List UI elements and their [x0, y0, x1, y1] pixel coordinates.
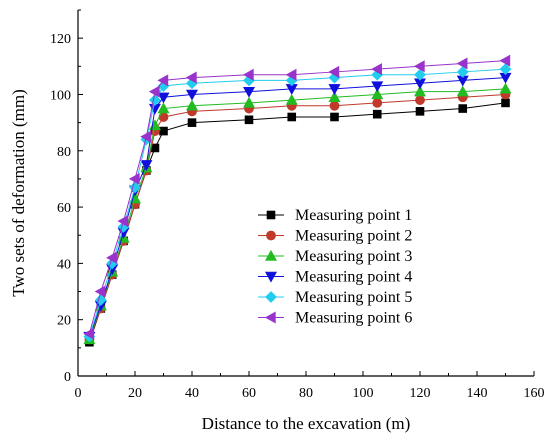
series-6: [83, 54, 511, 340]
y-axis-title: Two sets of deformation (mm): [9, 89, 28, 297]
x-tick-label: 140: [467, 386, 488, 401]
data-point: [185, 71, 197, 84]
data-point: [185, 99, 199, 111]
data-point: [117, 215, 129, 228]
series-line: [88, 93, 506, 340]
legend-item: Measuring point 2: [258, 228, 412, 245]
y-tick-label: 100: [50, 88, 71, 103]
data-point: [415, 107, 425, 116]
data-point: [285, 68, 297, 81]
data-point: [157, 102, 170, 114]
data-point: [158, 112, 169, 122]
y-tick-label: 60: [57, 201, 71, 216]
data-point: [140, 160, 153, 171]
data-point: [328, 65, 340, 78]
data-point: [499, 63, 512, 76]
data-point: [371, 88, 384, 100]
data-point: [159, 126, 168, 136]
legend-label: Measuring point 6: [295, 310, 412, 327]
x-tick-label: 80: [299, 386, 313, 401]
y-tick-label: 80: [57, 145, 71, 160]
data-point: [328, 91, 341, 102]
legend-marker: [266, 230, 276, 241]
data-point: [372, 98, 383, 108]
data-point: [106, 251, 117, 264]
legend-item: Measuring point 6: [258, 310, 412, 327]
legend-label: Measuring point 1: [295, 207, 412, 224]
x-tick-label: 100: [353, 386, 374, 401]
y-tick-label: 120: [50, 32, 71, 47]
legend-marker: [266, 210, 276, 220]
legend-label: Measuring point 5: [295, 289, 412, 306]
data-point: [242, 96, 256, 108]
y-tick-label: 0: [64, 370, 71, 385]
data-point: [149, 94, 161, 107]
data-point: [414, 68, 426, 81]
data-point: [185, 89, 199, 101]
series-line: [88, 60, 506, 334]
data-point: [371, 63, 382, 76]
data-point: [371, 81, 384, 93]
data-point: [499, 82, 512, 94]
data-point: [456, 66, 469, 78]
data-point: [413, 60, 425, 73]
data-point: [94, 285, 106, 298]
data-point: [415, 95, 425, 105]
data-point: [157, 74, 169, 87]
data-point: [456, 57, 468, 70]
data-point: [242, 68, 254, 81]
x-tick-label: 120: [410, 386, 431, 401]
legend-label: Measuring point 2: [295, 228, 412, 245]
legend: Measuring point 1 Measuring point 2 Measur…: [258, 207, 412, 327]
data-point: [242, 86, 256, 98]
data-point: [148, 85, 160, 98]
data-point: [328, 84, 341, 95]
legend-marker: [264, 311, 276, 324]
legend-item: Measuring point 1: [258, 207, 412, 224]
data-point: [330, 112, 339, 122]
x-tick-label: 160: [524, 386, 545, 401]
x-tick-label: 20: [128, 386, 142, 401]
data-point: [83, 327, 95, 340]
x-tick-label: 60: [242, 386, 256, 401]
x-tick-label: 40: [185, 386, 199, 401]
data-point: [413, 85, 427, 97]
legend-marker: [264, 271, 278, 283]
y-tick-label: 20: [57, 314, 71, 329]
data-point: [501, 98, 510, 108]
legend-marker: [264, 249, 278, 261]
legend-item: Measuring point 4: [258, 269, 412, 286]
data-point: [140, 130, 152, 143]
legend-label: Measuring point 4: [295, 269, 412, 286]
data-point: [244, 115, 254, 125]
data-point: [458, 104, 468, 113]
series-line: [88, 68, 506, 337]
series-line: [88, 77, 506, 337]
series-line: [88, 88, 506, 340]
data-point: [456, 85, 469, 97]
legend-item: Measuring point 3: [258, 248, 412, 265]
y-tick-label: 40: [57, 257, 71, 272]
legend-item: Measuring point 5: [258, 289, 412, 306]
data-point: [287, 112, 297, 122]
data-point: [128, 172, 140, 185]
data-point: [187, 118, 197, 127]
data-point: [329, 100, 340, 111]
series-layer: [83, 54, 512, 347]
axes: 0 20 40 60 80 100 120 140 160 0 20 40 60 80 100 120: [50, 9, 545, 401]
x-axis-title: Distance to the excavation (m): [202, 414, 411, 433]
data-point: [499, 54, 511, 67]
data-point: [285, 93, 298, 105]
x-tick-label: 0: [75, 386, 82, 401]
data-point: [157, 92, 170, 104]
legend-marker: [265, 291, 277, 303]
data-point: [372, 109, 382, 119]
legend-label: Measuring point 3: [295, 248, 412, 265]
